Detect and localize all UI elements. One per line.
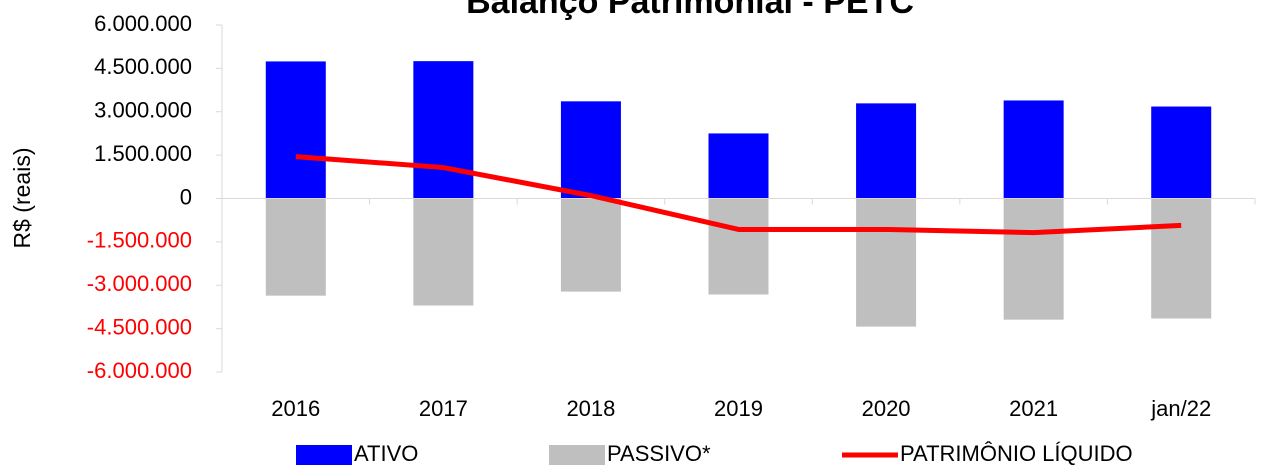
y-tick-label: 4.500.000 bbox=[94, 54, 192, 79]
bar bbox=[856, 103, 917, 199]
legend-label: PASSIVO* bbox=[607, 441, 711, 466]
x-tick-label: 2017 bbox=[419, 396, 468, 421]
bar bbox=[1151, 106, 1212, 199]
legend-label: PATRIMÔNIO LÍQUIDO bbox=[900, 441, 1133, 466]
x-tick-label: 2021 bbox=[1009, 396, 1058, 421]
bar bbox=[265, 61, 326, 199]
bar bbox=[1003, 198, 1064, 320]
bar bbox=[560, 198, 621, 292]
line bbox=[295, 154, 1182, 236]
y-axis-label: R$ (reais) bbox=[9, 148, 35, 249]
legend-label: ATIVO bbox=[354, 441, 418, 466]
legend-swatch bbox=[549, 445, 605, 465]
chart-title: Balanço Patrimonial - PETC bbox=[466, 0, 914, 21]
x-tick-label: jan/22 bbox=[1150, 396, 1211, 421]
y-tick-label: 6.000.000 bbox=[94, 11, 192, 36]
bar bbox=[413, 61, 474, 199]
bar bbox=[708, 133, 769, 199]
y-tick-label: -4.500.000 bbox=[87, 314, 192, 339]
x-tick-label: 2016 bbox=[271, 396, 320, 421]
bar bbox=[413, 198, 474, 306]
bar bbox=[265, 198, 326, 296]
y-tick-label: 0 bbox=[180, 184, 192, 209]
y-tick-label: 3.000.000 bbox=[94, 98, 192, 123]
x-tick-label: 2018 bbox=[566, 396, 615, 421]
legend-swatch bbox=[296, 445, 352, 465]
x-tick-label: 2019 bbox=[714, 396, 763, 421]
y-tick-label: -3.000.000 bbox=[87, 271, 192, 296]
y-tick-label: -6.000.000 bbox=[87, 358, 192, 383]
bar bbox=[1003, 100, 1064, 199]
bar bbox=[856, 198, 917, 327]
y-tick-label: 1.500.000 bbox=[94, 141, 192, 166]
bar bbox=[560, 101, 621, 199]
y-tick-label: -1.500.000 bbox=[87, 228, 192, 253]
bar bbox=[708, 198, 769, 295]
x-tick-label: 2020 bbox=[862, 396, 911, 421]
bar bbox=[1151, 198, 1212, 319]
